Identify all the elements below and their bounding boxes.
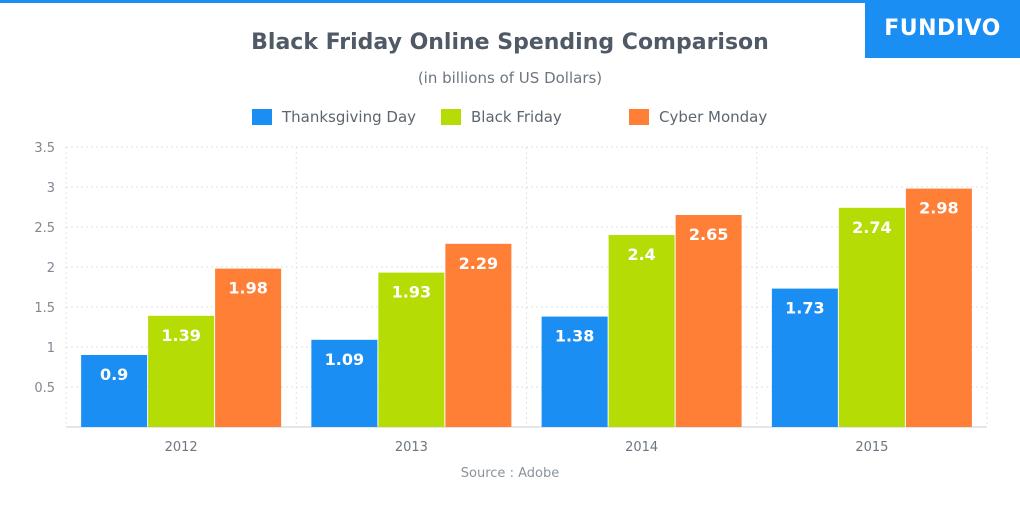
y-tick-label: 1 [47,341,55,356]
data-label: 1.09 [325,350,364,369]
legend-swatch [629,109,649,125]
chart-subtitle: (in billions of US Dollars) [417,69,603,87]
y-tick-label: 1.5 [34,301,55,316]
data-label: 2.65 [689,225,728,244]
data-label: 2.74 [852,218,891,237]
bar [445,243,512,427]
legend-item-cyber-monday: Cyber Monday [629,105,767,129]
bar [215,268,282,427]
data-label: 1.98 [228,279,267,298]
legend-label: Cyber Monday [659,108,768,126]
data-label: 2.29 [459,254,498,273]
legend-label: Thanksgiving Day [282,108,417,126]
legend-swatch [252,109,272,125]
bar [148,315,215,427]
data-label: 1.38 [555,327,594,346]
data-label: 1.39 [161,326,200,345]
data-label: 1.73 [785,299,824,318]
data-label: 2.98 [919,199,958,218]
x-tick-label: 2014 [625,440,658,455]
y-tick-label: 2.5 [34,221,55,236]
top-accent-line [0,0,1020,3]
chart-title: Black Friday Online Spending Comparison [251,30,769,55]
x-tick-label: 2015 [855,440,888,455]
y-tick-label: 2 [47,261,55,276]
y-tick-label: 3.5 [34,141,55,156]
source-note: Source : Adobe [460,466,560,481]
bar [675,215,742,427]
data-label: 2.4 [627,245,655,264]
data-label: 0.9 [100,365,128,384]
bar [311,339,378,427]
bar [838,207,905,427]
bar [378,272,445,427]
brand-logo: FUNDIVO [865,0,1020,58]
y-tick-label: 3 [47,181,55,196]
data-label: 1.93 [392,283,431,302]
bar [771,288,838,427]
bar [541,316,608,427]
bar [905,188,972,427]
bar [81,355,148,427]
x-tick-label: 2013 [395,440,428,455]
legend-swatch [441,109,461,125]
x-tick-label: 2012 [165,440,198,455]
legend-item-thanksgiving-day: Thanksgiving Day [252,105,416,129]
bar [608,235,675,427]
legend-item-black-friday: Black Friday [441,105,562,129]
legend-label: Black Friday [471,108,562,126]
y-tick-label: 0.5 [34,381,55,396]
